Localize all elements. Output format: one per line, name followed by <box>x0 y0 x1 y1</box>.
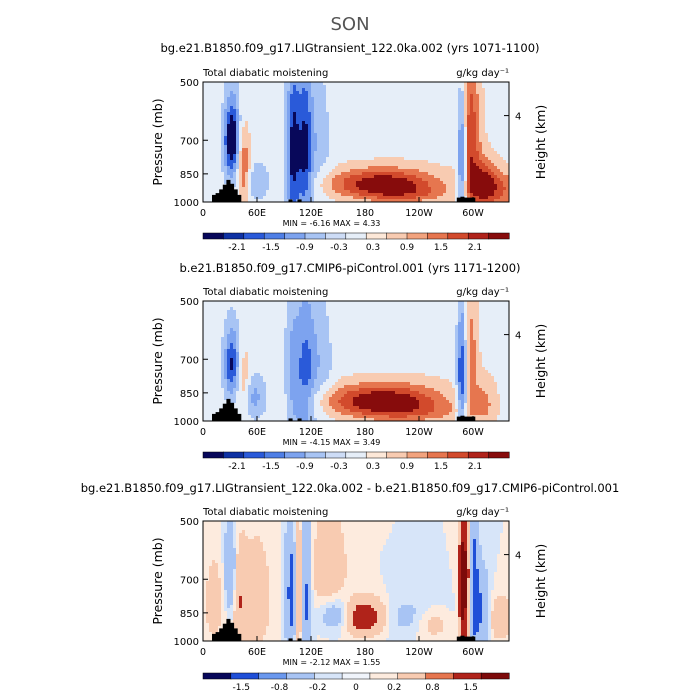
figure-title: SON <box>330 14 369 35</box>
heatmap-field <box>203 82 510 203</box>
colorbar-label: 0 <box>353 683 359 693</box>
y-tick-label: 850 <box>180 609 199 620</box>
units-label: g/kg day⁻¹ <box>456 287 509 298</box>
colorbar-label: -1.5 <box>262 462 280 472</box>
x-tick-label: 120E <box>299 427 323 438</box>
units-label: g/kg day⁻¹ <box>456 507 509 518</box>
y2-tick-label: 4 <box>515 551 521 562</box>
x-tick-label: 120E <box>299 208 323 219</box>
colorbar-label: -2.1 <box>228 462 246 472</box>
x-tick-label: 60E <box>248 208 266 219</box>
y-tick-label: 500 <box>180 78 199 89</box>
x-tick-label: 0 <box>200 208 206 219</box>
panel-2: b.e21.B1850.f09_g17.CMIP6-piControl.001 … <box>150 261 548 472</box>
y-tick-label: 700 <box>180 355 199 366</box>
variable-label: Total diabatic moistening <box>202 507 328 518</box>
heatmap-field <box>203 301 510 422</box>
y-tick-label: 500 <box>180 517 199 528</box>
x-tick-label: 180 <box>356 208 374 219</box>
colorbar-label: 0.3 <box>366 462 380 472</box>
colorbar-label: 1.5 <box>434 462 448 472</box>
colorbar-label: 2.1 <box>468 243 482 253</box>
y-tick-label: 500 <box>180 297 199 308</box>
colorbar: -2.1 -1.5 -0.9 -0.3 0.3 0.9 1.5 2.1 <box>202 451 510 472</box>
y-axis-label: Pressure (mb) <box>150 537 165 624</box>
plot-frame <box>202 81 510 203</box>
colorbar-label: -1.5 <box>232 683 250 693</box>
y-tick-label: 850 <box>180 170 199 181</box>
colorbar-label: -0.2 <box>309 683 327 693</box>
y2-tick-label: 4 <box>515 112 521 123</box>
variable-label: Total diabatic moistening <box>202 68 328 79</box>
y-axis-label: Pressure (mb) <box>150 317 165 404</box>
colorbar-label: -0.3 <box>330 243 348 253</box>
y-tick-label: 700 <box>180 136 199 147</box>
colorbar: -2.1 -1.5 -0.9 -0.3 0.3 0.9 1.5 2.1 <box>202 232 510 253</box>
y-tick-label: 850 <box>180 389 199 400</box>
x-tick-label: 60W <box>462 208 484 219</box>
plot-frame <box>202 300 510 422</box>
y-tick-label: 1000 <box>174 417 199 428</box>
units-label: g/kg day⁻¹ <box>456 68 509 79</box>
x-tick-label: 60E <box>248 647 266 658</box>
x-tick-label: 0 <box>200 427 206 438</box>
panel-title: bg.e21.B1850.f09_g17.LIGtransient_122.0k… <box>81 481 620 495</box>
min-max-stats: MIN = -6.16 MAX = 4.33 <box>283 219 381 228</box>
y2-axis-label: Height (km) <box>533 324 548 398</box>
colorbar: -1.5 -0.8 -0.2 0 0.2 0.8 1.5 <box>202 672 510 693</box>
x-tick-label: 180 <box>356 427 374 438</box>
x-tick-label: 60W <box>462 427 484 438</box>
colorbar-label: 0.2 <box>387 683 401 693</box>
colorbar-label: -0.9 <box>296 462 314 472</box>
y-tick-label: 1000 <box>174 198 199 209</box>
colorbar-label: -0.8 <box>271 683 289 693</box>
min-max-stats: MIN = -4.15 MAX = 3.49 <box>283 438 381 447</box>
variable-label: Total diabatic moistening <box>202 287 328 298</box>
colorbar-label: -2.1 <box>228 243 246 253</box>
x-tick-label: 120W <box>405 647 433 658</box>
colorbar-label: -0.9 <box>296 243 314 253</box>
x-tick-label: 60E <box>248 427 266 438</box>
y-tick-label: 700 <box>180 575 199 586</box>
colorbar-label: 0.9 <box>400 462 415 472</box>
x-tick-label: 120W <box>405 427 433 438</box>
min-max-stats: MIN = -2.12 MAX = 1.55 <box>283 658 381 667</box>
colorbar-label: 2.1 <box>468 462 482 472</box>
panel-title: b.e21.B1850.f09_g17.CMIP6-piControl.001 … <box>179 261 520 275</box>
y-tick-label: 1000 <box>174 637 199 648</box>
colorbar-label: -1.5 <box>262 243 280 253</box>
plot-frame <box>202 520 510 642</box>
colorbar-label: 1.5 <box>434 243 448 253</box>
colorbar-label: 1.5 <box>464 683 478 693</box>
panel-3: bg.e21.B1850.f09_g17.LIGtransient_122.0k… <box>81 481 620 693</box>
y2-axis-label: Height (km) <box>533 105 548 179</box>
y2-axis-label: Height (km) <box>533 544 548 618</box>
colorbar-label: 0.9 <box>400 243 415 253</box>
panel-title: bg.e21.B1850.f09_g17.LIGtransient_122.0k… <box>160 41 539 55</box>
y-axis-label: Pressure (mb) <box>150 98 165 185</box>
x-tick-label: 180 <box>356 647 374 658</box>
x-tick-label: 120E <box>299 647 323 658</box>
y2-tick-label: 4 <box>515 331 521 342</box>
x-tick-label: 60W <box>462 647 484 658</box>
colorbar-label: -0.3 <box>330 462 348 472</box>
colorbar-label: 0.3 <box>366 243 380 253</box>
colorbar-label: 0.8 <box>425 683 440 693</box>
panel-1: bg.e21.B1850.f09_g17.LIGtransient_122.0k… <box>150 41 548 253</box>
x-tick-label: 0 <box>200 647 206 658</box>
x-tick-label: 120W <box>405 208 433 219</box>
heatmap-field <box>203 521 510 642</box>
